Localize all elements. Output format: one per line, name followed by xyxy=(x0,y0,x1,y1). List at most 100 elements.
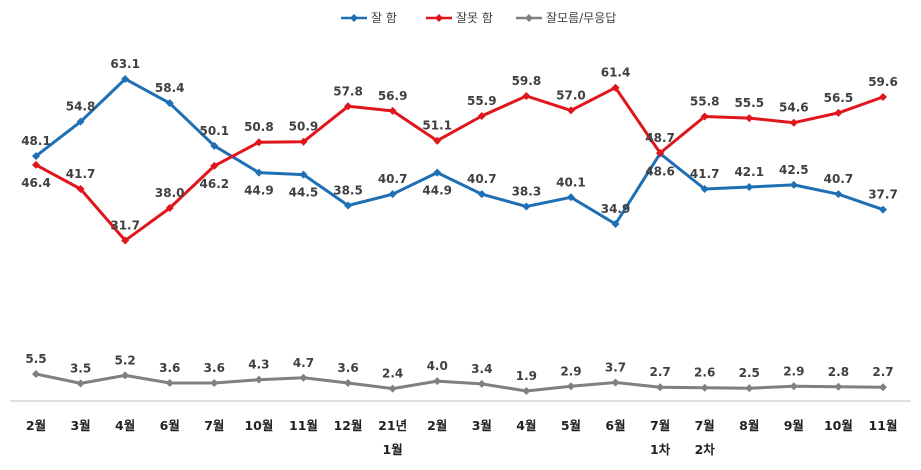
data-point-approve xyxy=(165,99,174,108)
data-point-no-answer xyxy=(522,387,531,395)
data-label-disapprove: 50.9 xyxy=(289,120,319,134)
data-label-no-answer: 4.3 xyxy=(248,358,269,372)
x-tick-label: 3월 xyxy=(70,418,90,433)
data-label-disapprove: 55.8 xyxy=(690,95,720,109)
data-label-disapprove: 46.2 xyxy=(200,177,230,191)
data-label-disapprove: 48.7 xyxy=(645,131,675,145)
data-label-approve: 54.8 xyxy=(66,100,96,114)
x-tick-labels: 2월 3월 4월 6월 7월 10월 11월 12월 21년 1월 2월 3월 4월 5월 6월 7월 1차 7월… xyxy=(26,418,898,457)
data-label-disapprove: 61.4 xyxy=(601,66,631,80)
data-label-approve: 38.3 xyxy=(512,185,542,199)
data-point-no-answer xyxy=(879,383,887,392)
data-point-approve xyxy=(789,180,798,189)
data-point-no-answer xyxy=(656,383,665,392)
series-line-approve xyxy=(35,77,884,226)
data-point-no-answer xyxy=(789,382,798,391)
data-point-approve xyxy=(388,190,397,199)
data-label-disapprove: 31.7 xyxy=(110,218,140,232)
series-line-no-answer xyxy=(35,372,884,393)
data-label-no-answer: 4.0 xyxy=(427,359,448,373)
x-tick-label: 7월 xyxy=(695,418,715,433)
x-tick-label: 7월 xyxy=(204,418,224,433)
data-point-no-answer xyxy=(388,384,397,393)
data-point-approve xyxy=(299,170,308,179)
data-point-approve xyxy=(700,185,709,194)
legend-item-disapprove: 잘못 함 xyxy=(426,11,493,25)
x-tick-label: 4월 xyxy=(115,418,135,433)
data-label-approve: 42.5 xyxy=(779,163,809,177)
data-label-approve: 42.1 xyxy=(734,165,764,179)
series-line-disapprove xyxy=(35,86,884,242)
data-point-no-answer xyxy=(210,378,219,387)
data-label-no-answer: 3.7 xyxy=(605,361,626,375)
data-label-disapprove: 56.5 xyxy=(824,91,854,105)
data-label-approve: 48.1 xyxy=(21,134,51,148)
data-label-approve: 44.9 xyxy=(244,184,274,198)
data-label-disapprove: 57.8 xyxy=(333,84,363,98)
data-point-disapprove xyxy=(344,102,353,111)
data-point-no-answer xyxy=(299,373,308,382)
data-label-no-answer: 2.7 xyxy=(872,365,893,379)
data-label-no-answer: 3.4 xyxy=(471,362,492,376)
data-point-no-answer xyxy=(121,371,130,380)
data-point-disapprove xyxy=(879,92,887,101)
data-point-disapprove xyxy=(745,114,754,123)
data-label-no-answer: 2.9 xyxy=(560,364,581,378)
data-point-approve xyxy=(566,193,575,202)
data-label-approve: 48.6 xyxy=(645,165,675,179)
data-point-disapprove xyxy=(210,161,219,170)
data-point-disapprove xyxy=(611,83,620,92)
data-label-disapprove: 38.0 xyxy=(155,186,185,200)
data-label-approve: 40.7 xyxy=(378,172,408,186)
data-label-no-answer: 4.7 xyxy=(293,356,314,370)
data-point-no-answer xyxy=(745,384,754,393)
data-point-no-answer xyxy=(477,379,486,388)
data-label-approve: 34.9 xyxy=(601,202,631,216)
x-tick-label: 10월 xyxy=(244,418,273,433)
x-tick-label: 3월 xyxy=(472,418,492,433)
data-point-no-answer xyxy=(32,370,40,378)
legend-marker xyxy=(525,14,533,22)
data-label-no-answer: 2.9 xyxy=(783,364,804,378)
data-point-approve xyxy=(210,141,219,150)
data-point-disapprove xyxy=(566,106,575,115)
data-point-approve xyxy=(433,168,442,177)
data-point-approve xyxy=(834,190,843,199)
data-label-disapprove: 59.6 xyxy=(868,75,898,89)
x-tick-label: 9월 xyxy=(784,418,804,433)
data-label-approve: 38.5 xyxy=(333,183,363,197)
data-label-disapprove: 51.1 xyxy=(422,119,452,133)
data-label-disapprove: 59.8 xyxy=(512,74,542,88)
data-point-disapprove xyxy=(76,185,85,194)
series-layer: 48.1 54.8 63.1 58.4 50.1 44.9 44.5 38.5 40.7 44.9… xyxy=(21,57,898,395)
x-tick-label: 8월 xyxy=(739,418,759,433)
data-label-no-answer: 5.5 xyxy=(25,352,46,366)
series-approve: 48.1 54.8 63.1 58.4 50.1 44.9 44.5 38.5 40.7 44.9… xyxy=(21,57,898,228)
data-point-disapprove xyxy=(700,112,709,121)
data-point-no-answer xyxy=(344,378,353,387)
x-tick-label: 6월 xyxy=(605,418,625,433)
data-label-approve: 40.7 xyxy=(467,172,497,186)
data-label-approve: 40.7 xyxy=(824,172,854,186)
data-point-disapprove xyxy=(433,136,442,145)
data-point-disapprove xyxy=(165,204,174,213)
x-tick-label: 12월 xyxy=(334,418,363,433)
data-point-approve xyxy=(611,220,620,228)
data-label-approve: 40.1 xyxy=(556,175,586,189)
data-point-disapprove xyxy=(834,108,843,117)
data-point-approve xyxy=(879,205,887,214)
data-label-no-answer: 1.9 xyxy=(516,369,537,383)
legend-label: 잘못 함 xyxy=(456,11,493,25)
data-point-disapprove xyxy=(121,236,130,245)
x-tick-label: 2차 xyxy=(695,442,716,457)
data-label-no-answer: 2.7 xyxy=(649,365,670,379)
x-tick-label: 6월 xyxy=(160,418,180,433)
data-point-no-answer xyxy=(254,375,263,384)
series-disapprove: 46.4 41.7 31.7 38.0 46.2 50.8 50.9 57.8 56.9 51.1… xyxy=(21,66,898,245)
data-point-no-answer xyxy=(700,383,709,392)
data-point-no-answer xyxy=(611,378,620,387)
data-label-no-answer: 3.5 xyxy=(70,361,91,375)
data-label-disapprove: 54.6 xyxy=(779,101,809,115)
data-point-disapprove xyxy=(388,106,397,115)
legend: 잘 함 잘못 함 잘모름/무응답 xyxy=(341,11,616,25)
